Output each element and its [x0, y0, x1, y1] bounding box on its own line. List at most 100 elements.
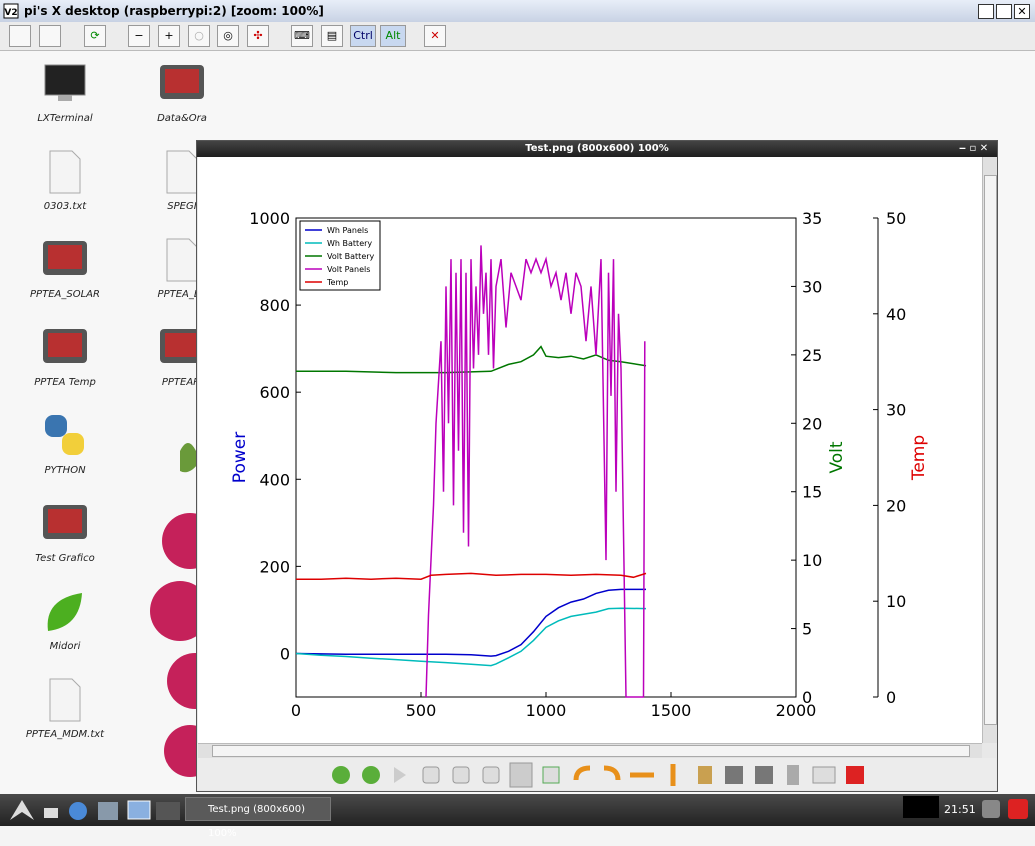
y2-tick-label: 35: [802, 209, 822, 228]
desktop-icon[interactable]: [157, 325, 207, 371]
zoom-auto-button[interactable]: ◎: [217, 25, 239, 47]
x-tick-label: 1500: [651, 701, 692, 720]
zoom-100-button[interactable]: ○: [188, 25, 210, 47]
series-line: [296, 572, 647, 580]
y2-tick-label: 10: [802, 551, 822, 570]
desktop-icon[interactable]: [40, 413, 90, 459]
options-button[interactable]: [9, 25, 31, 47]
legend-label: Volt Battery: [327, 252, 375, 261]
legend-label: Wh Battery: [327, 239, 372, 248]
image-area: 0 500 1000 1500 2000 0 200 400 600 800 1000 0 5 10 15 2…: [198, 157, 982, 743]
network-icon[interactable]: [982, 800, 1000, 818]
icon-shape: [48, 245, 82, 269]
icon-shape: [48, 509, 82, 533]
clock: 21:51: [944, 803, 976, 816]
y3-tick-label: 20: [886, 496, 906, 515]
y-tick-label: 600: [259, 383, 290, 402]
vnc-title-bar: V2 pi's X desktop (raspberrypi:2) [zoom:…: [0, 0, 1035, 22]
y-tick-label: 0: [280, 644, 290, 663]
icon-shape: [44, 64, 86, 96]
transfer-button[interactable]: ▤: [321, 25, 343, 47]
y-axis-label: Power: [230, 432, 250, 483]
taskbar-task[interactable]: Test.png (800x600) 100%: [185, 797, 331, 839]
icon-shape: [49, 678, 81, 722]
icon-label: Data&Ora: [157, 113, 207, 124]
series-line: [295, 607, 647, 667]
y3-axis-label: Temp: [909, 435, 929, 481]
y3-tick-label: 10: [886, 592, 906, 611]
viewer-toolbar-icons[interactable]: [198, 758, 996, 790]
legend-label: Temp: [326, 278, 348, 287]
y-tick-label: 800: [259, 296, 290, 315]
y2-tick-label: 25: [802, 346, 822, 365]
viewer-title: Test.png (800x600) 100%: [525, 143, 669, 154]
desktop-icon[interactable]: [40, 149, 90, 195]
icon-label: SPEGI: [167, 201, 197, 212]
icon-label: Midori: [49, 641, 81, 652]
icon-shape: [62, 433, 84, 455]
icon-shape: [165, 333, 199, 357]
y3-tick-label: 50: [886, 209, 906, 228]
desktop-icon[interactable]: [40, 677, 90, 723]
y-tick-label: 200: [259, 557, 290, 576]
disconnect-button[interactable]: ✕: [424, 25, 446, 47]
desktop-icon[interactable]: [157, 61, 207, 107]
icon-label: PPTEA Temp: [34, 377, 96, 388]
ctrl-button[interactable]: Ctrl: [350, 25, 376, 47]
icon-label: PPTEA_MDM.txt: [25, 729, 105, 740]
y-tick-label: 1000: [249, 209, 290, 228]
horizontal-scrollbar[interactable]: [198, 743, 982, 758]
desktop-icon[interactable]: [40, 237, 90, 283]
ctrl-alt-del-button[interactable]: ⌨: [291, 25, 313, 47]
cpu-monitor: [903, 796, 939, 818]
taskbar-launchers[interactable]: [4, 796, 184, 824]
icon-shape: [47, 593, 82, 631]
x-tick-label: 1000: [526, 701, 567, 720]
legend-label: Volt Panels: [327, 265, 370, 274]
icon-label: PPTEA_SOLAR: [30, 289, 100, 300]
info-button[interactable]: [39, 25, 61, 47]
viewer-title-bar: Test.png (800x600) 100% ‒ ▫ ✕: [197, 141, 997, 157]
desktop-icon[interactable]: [40, 589, 90, 635]
vnc-title: pi's X desktop (raspberrypi:2) [zoom: 10…: [24, 4, 324, 18]
vnc-toolbar: ⟳ − + ○ ◎ ✣ ⌨ ▤ Ctrl Alt ✕: [0, 22, 1035, 78]
fullscreen-button[interactable]: ✣: [247, 25, 269, 47]
icon-shape: [45, 415, 67, 437]
y3-tick-label: 0: [886, 688, 896, 707]
icon-label: PPTEAPI: [161, 377, 203, 388]
taskbar: Test.png (800x600) 100% 21:51: [0, 794, 1035, 839]
series-line: [425, 245, 646, 698]
y2-tick-label: 30: [802, 277, 822, 296]
series-line: [296, 345, 647, 374]
y2-tick-label: 0: [802, 688, 812, 707]
zoom-in-button[interactable]: +: [158, 25, 180, 47]
y3-tick-label: 30: [886, 401, 906, 420]
y2-tick-label: 15: [802, 483, 822, 502]
icon-shape: [166, 150, 198, 194]
icon-shape: [166, 238, 198, 282]
icon-label: LXTerminal: [37, 113, 93, 124]
alt-button[interactable]: Alt: [380, 25, 406, 47]
icon-shape: [58, 95, 72, 101]
maximize-button[interactable]: [996, 4, 1012, 19]
icon-shape: [49, 150, 81, 194]
y2-tick-label: 5: [802, 620, 812, 639]
refresh-button[interactable]: ⟳: [84, 25, 106, 47]
series-line: [295, 588, 646, 657]
logout-button[interactable]: [1008, 799, 1028, 819]
viewer-toolbar: [198, 758, 996, 790]
close-button[interactable]: ✕: [1014, 4, 1030, 19]
desktop-icon[interactable]: [40, 61, 90, 107]
desktop-icon[interactable]: [40, 325, 90, 371]
image-viewer-window: Test.png (800x600) 100% ‒ ▫ ✕ 0 500 1000 15…: [196, 140, 998, 792]
chart: 0 500 1000 1500 2000020040060080010000510152…: [230, 209, 929, 720]
zoom-out-button[interactable]: −: [128, 25, 150, 47]
desktop-icon[interactable]: [40, 501, 90, 547]
vertical-scrollbar[interactable]: [982, 157, 997, 743]
viewer-window-buttons[interactable]: ‒ ▫ ✕: [959, 143, 989, 154]
y2-tick-label: 20: [802, 414, 822, 433]
minimize-button[interactable]: [978, 4, 994, 19]
icon-shape: [48, 333, 82, 357]
legend-label: Wh Panels: [327, 226, 368, 235]
